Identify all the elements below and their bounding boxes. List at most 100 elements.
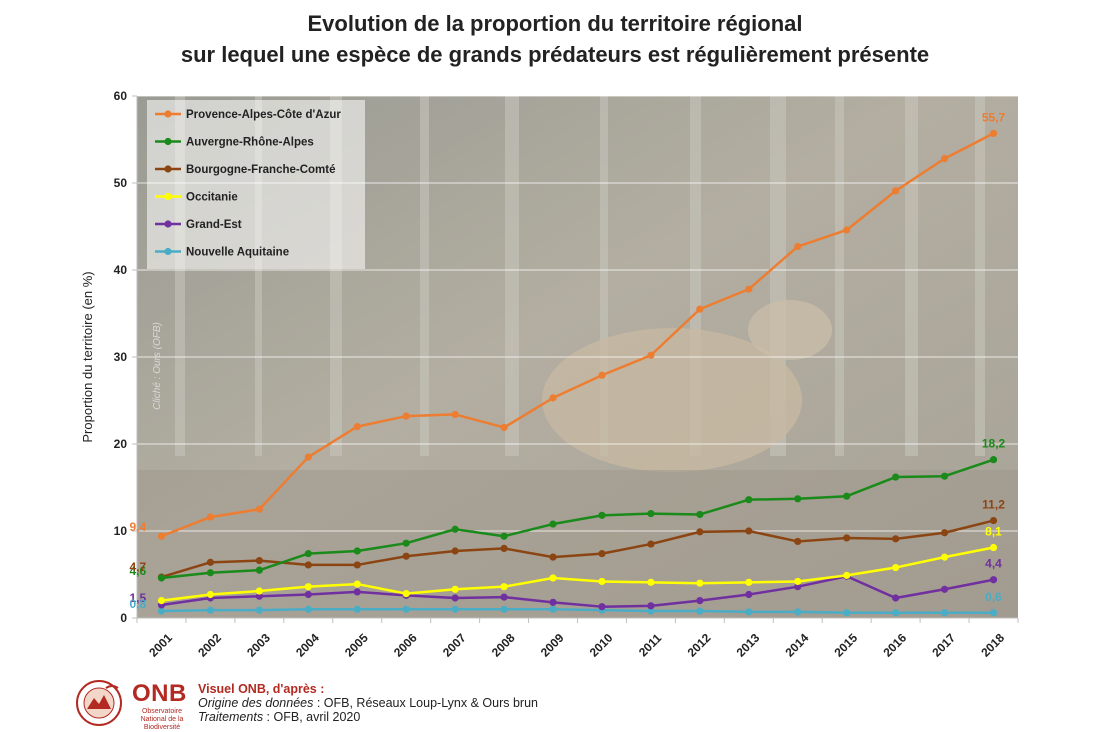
x-tick-label: 2009 [538, 631, 567, 660]
data-point [745, 608, 753, 616]
legend-entry-label: Grand-Est [186, 219, 242, 231]
legend-swatch-marker [164, 137, 172, 146]
data-label: 11,2 [982, 498, 1005, 512]
data-point [989, 576, 998, 584]
x-tick-label: 2003 [244, 631, 273, 660]
data-point [500, 605, 508, 613]
legend-swatch-marker [164, 220, 172, 228]
data-point [255, 556, 263, 565]
data-point [451, 525, 459, 533]
data-label: 18,2 [982, 437, 1006, 451]
data-point [745, 590, 753, 599]
data-point [157, 574, 166, 582]
data-point [500, 544, 508, 553]
data-point [892, 535, 900, 543]
x-tick-label: 2006 [391, 631, 420, 660]
data-point [500, 423, 508, 432]
data-point [989, 129, 998, 138]
data-point [255, 566, 263, 574]
data-point [304, 583, 312, 591]
credit-source-value: : OFB, Réseaux Loup-Lynx & Ours brun [313, 696, 538, 710]
data-point [989, 516, 998, 525]
y-tick-label: 30 [114, 350, 128, 364]
series-line [161, 132, 995, 538]
data-point [794, 583, 802, 591]
data-point [353, 561, 361, 569]
data-point [892, 594, 900, 602]
data-point [794, 242, 802, 251]
data-point [206, 590, 215, 599]
data-point [892, 563, 900, 572]
background-tree [835, 96, 844, 456]
credit-source-line: Origine des données : OFB, Réseaux Loup-… [198, 696, 538, 710]
legend-entry-label: Occitanie [186, 192, 238, 204]
data-point [892, 187, 900, 195]
data-point [843, 534, 851, 542]
background-tree [975, 96, 985, 456]
data-point [353, 547, 361, 555]
y-axis-label: Proportion du territoire (en %) [80, 271, 95, 442]
data-point [598, 550, 606, 558]
background-bear-head [748, 300, 832, 360]
data-point [940, 472, 949, 480]
data-point [304, 561, 312, 569]
data-point [402, 539, 410, 547]
legend-entry-label: Bourgogne-Franche-Comté [186, 164, 336, 176]
data-point [402, 605, 410, 613]
data-point [255, 606, 263, 614]
data-point [696, 528, 704, 536]
axes: 0 10 20 30 40 50 60 2001 2002 2003 2004 2005 2006 200… [80, 89, 1019, 660]
data-label: 4,7 [129, 560, 146, 574]
data-point [598, 577, 606, 586]
data-label: 9,4 [129, 520, 146, 534]
data-point [989, 609, 998, 617]
data-label: 55,7 [982, 110, 1006, 124]
data-point [451, 605, 459, 613]
x-tick-label: 2014 [783, 631, 812, 660]
source-credit: Visuel ONB, d'après : Origine des donnée… [198, 682, 538, 724]
series-line [161, 574, 994, 608]
legend-swatch-marker [164, 165, 172, 173]
data-point [549, 605, 557, 613]
background-tree [905, 96, 918, 456]
data-point [402, 552, 410, 560]
data-point [794, 495, 802, 503]
x-tick-label: 2010 [587, 631, 616, 660]
data-point [206, 513, 215, 521]
data-point [647, 578, 655, 586]
data-point [255, 505, 263, 513]
data-point [940, 529, 949, 537]
data-point [794, 608, 802, 616]
series-line [161, 608, 994, 615]
data-point [745, 285, 753, 293]
data-point [696, 305, 704, 313]
background-tree [505, 96, 519, 456]
data-point [304, 590, 312, 599]
data-point [989, 543, 998, 552]
data-point [206, 606, 215, 614]
credit-heading: Visuel ONB, d'après : [198, 682, 325, 696]
legend: Provence-Alpes-Côte d'Azur Auvergne-Rhône… [147, 100, 365, 269]
y-tick-label: 50 [114, 176, 128, 190]
background-tree [175, 96, 185, 456]
data-point [989, 456, 998, 464]
series-line [161, 519, 994, 579]
data-point [157, 607, 166, 615]
data-labels: 9,4 55,7 4,6 18,2 4,7 11,2 8,1 1,5 4,4 0,8 0,6 [129, 110, 1005, 611]
x-tick-label: 2017 [929, 631, 958, 660]
credit-treatment-value: : OFB, avril 2020 [263, 710, 361, 724]
legend-swatch-marker [164, 110, 172, 118]
x-tick-label: 2008 [489, 631, 518, 660]
data-point [647, 509, 655, 518]
data-label: 8,1 [985, 525, 1002, 539]
photo-credit: Cliché : Ours (OFB) [152, 322, 163, 410]
x-tick-label: 2011 [636, 631, 665, 660]
data-point [451, 547, 459, 555]
y-tick-label: 10 [114, 524, 128, 538]
data-point [353, 423, 361, 431]
data-point [892, 473, 900, 481]
data-point [598, 371, 606, 379]
background-ground [137, 470, 1018, 618]
x-tick-label: 2015 [831, 631, 860, 660]
data-point [745, 527, 753, 535]
